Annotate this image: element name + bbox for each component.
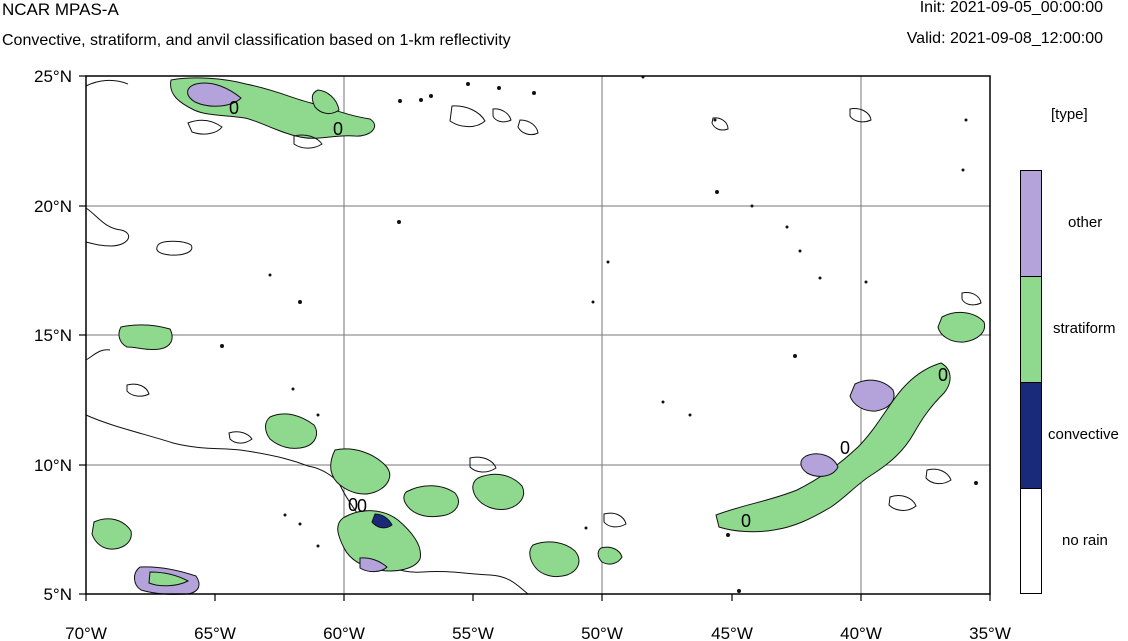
lon-label-50w: 50°W [581, 624, 623, 641]
lon-label-35w: 35°W [969, 624, 1011, 641]
lat-labels: 25°N 20°N 15°N 10°N 5°N [34, 67, 72, 604]
map-subtitle: Convective, stratiform, and anvil classi… [2, 32, 511, 49]
lat-label-10n: 10°N [34, 456, 72, 475]
contour-label: 0 [840, 438, 850, 458]
contour-label: 0 [741, 511, 751, 531]
legend-label-convective: convective [1048, 426, 1119, 443]
valid-time: Valid: 2021-09-08_12:00:00 [906, 30, 1103, 47]
legend-swatch-convective [1021, 383, 1041, 489]
legend-swatch-other [1021, 171, 1041, 277]
lon-label-55w: 55°W [452, 624, 494, 641]
lon-label-60w: 60°W [323, 624, 365, 641]
lat-label-15n: 15°N [34, 326, 72, 345]
map-panel: 0 0 0 0 0 0 0 [0, 60, 1128, 641]
legend-swatch-stratiform [1021, 277, 1041, 383]
lat-label-20n: 20°N [34, 197, 72, 216]
lon-label-45w: 45°W [711, 624, 753, 641]
plot-frame [79, 75, 991, 601]
legend-colorbar [1020, 170, 1042, 594]
contour-label: 0 [333, 119, 343, 139]
contour-label: 0 [229, 98, 239, 118]
contour-label: 0 [938, 365, 948, 385]
lat-label-5n: 5°N [43, 585, 72, 604]
legend-title: [type] [1051, 106, 1088, 123]
contour-zero-labels: 0 0 0 0 0 0 0 [229, 98, 948, 531]
legend-swatch-no-rain [1021, 489, 1041, 593]
map-title: NCAR MPAS-A [2, 0, 119, 19]
lon-label-40w: 40°W [840, 624, 882, 641]
precip-contours [126, 105, 982, 528]
legend-label-no-rain: no rain [1062, 532, 1108, 549]
lat-label-25n: 25°N [34, 67, 72, 86]
precip-areas [91, 77, 986, 595]
lon-label-70w: 70°W [65, 624, 107, 641]
map-svg: 0 0 0 0 0 0 0 [34, 67, 1011, 641]
contour-label: 0 [348, 495, 358, 515]
legend-label-other: other [1068, 214, 1103, 231]
coastline [85, 79, 529, 595]
lon-label-65w: 65°W [194, 624, 236, 641]
lon-labels: 70°W 65°W 60°W 55°W 50°W 45°W 40°W 35°W [65, 624, 1011, 641]
init-time: Init: 2021-09-05_00:00:00 [919, 0, 1103, 16]
contour-label: 0 [357, 496, 367, 516]
scatter-cells [220, 75, 978, 593]
legend-label-stratiform: stratiform [1053, 320, 1116, 337]
